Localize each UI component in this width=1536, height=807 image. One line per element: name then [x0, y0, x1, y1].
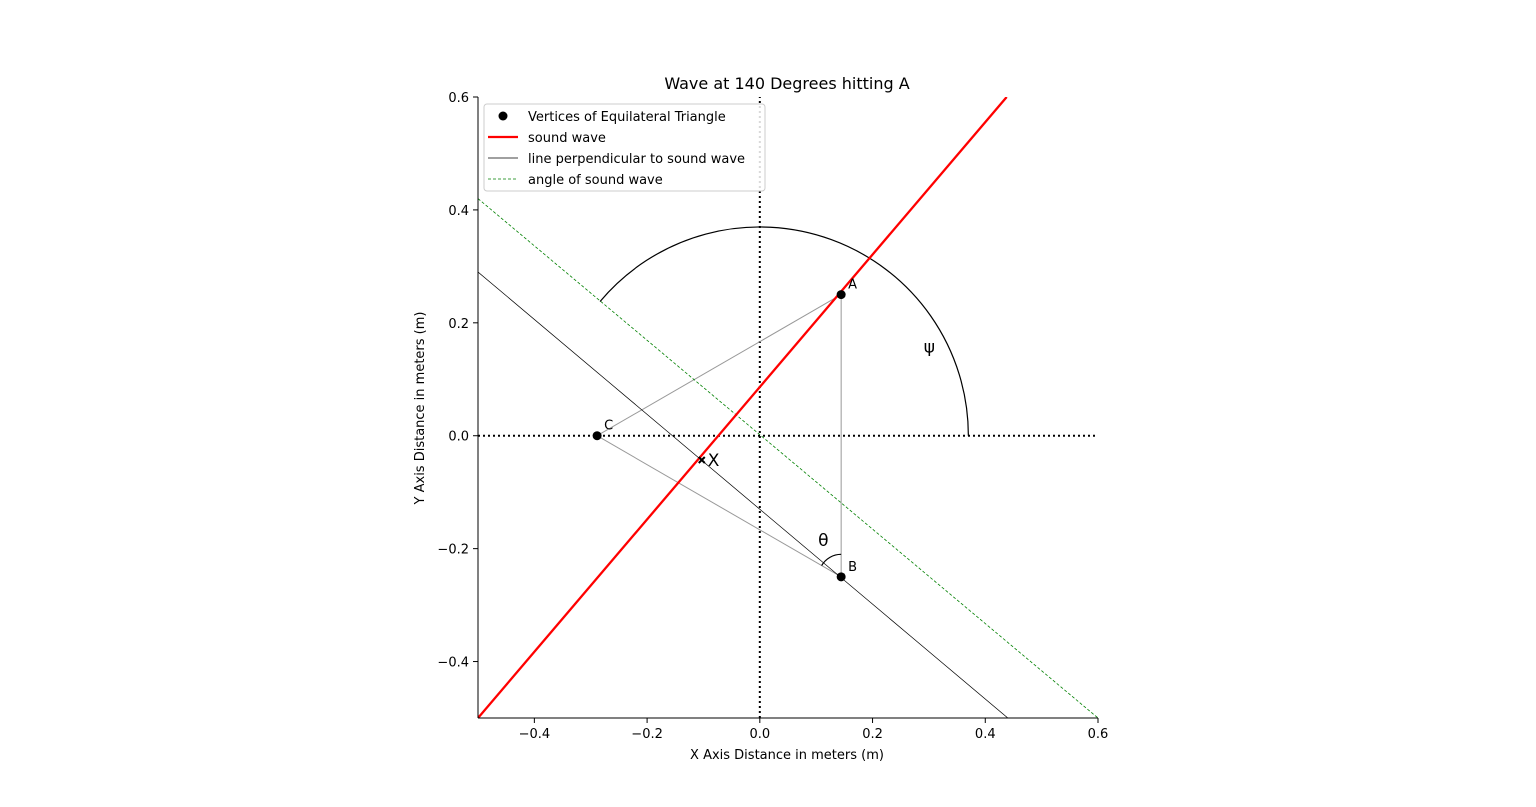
x-tick-label: −0.4 [519, 727, 551, 742]
vertex-a [836, 290, 846, 300]
legend-box [483, 103, 766, 192]
y-tick-label: 0.4 [448, 204, 469, 219]
sound-wave-line [478, 97, 1008, 718]
psi-label: ψ [924, 338, 935, 358]
intersection-label: X [708, 451, 720, 471]
legend-entry-label: Vertices of Equilateral Triangle [528, 110, 726, 125]
y-axis-label: Y Axis Distance in meters (m) [413, 312, 428, 506]
y-tick-label: −0.4 [437, 656, 469, 671]
theta-label: θ [818, 531, 828, 551]
legend-entry-label: line perpendicular to sound wave [528, 152, 745, 167]
vertex-c [592, 431, 602, 441]
angle-of-sound-wave-line [478, 198, 1098, 718]
x-tick-label: 0.4 [975, 727, 996, 742]
x-tick-label: 0.6 [1088, 727, 1109, 742]
axes-layer: −0.4 −0.2 0.0 0.2 0.4 0.6 −0.4 −0.2 0.0 0.2 0.4 0.6 [437, 91, 1108, 742]
y-tick-label: 0.6 [448, 91, 469, 106]
x-tick-label: 0.2 [862, 727, 883, 742]
triangle-edge-ac [596, 294, 842, 437]
vertex-b [836, 572, 846, 582]
legend-entry-label: sound wave [528, 131, 606, 146]
chart-title: Wave at 140 Degrees hitting A [664, 74, 909, 93]
perpendicular-line [478, 271, 1009, 718]
legend-marker-vertices [498, 111, 508, 121]
plot-clipped-group [478, 97, 1098, 718]
data-layer: A B C Xψ θ [478, 97, 1098, 718]
x-axis-label: X Axis Distance in meters (m) [690, 748, 884, 763]
legend: Vertices of Equilateral Triangle sound wa… [483, 103, 766, 192]
theta-angle-arc [821, 553, 842, 566]
psi-angle-arc [599, 226, 969, 436]
y-tick-label: −0.2 [437, 543, 469, 558]
y-tick-label: 0.2 [448, 317, 469, 332]
y-tick-label: 0.0 [448, 430, 469, 445]
vertex-label-a: A [848, 278, 857, 293]
x-tick-label: −0.2 [631, 727, 663, 742]
vertex-label-b: B [848, 560, 857, 575]
vertex-label-c: C [604, 419, 613, 434]
triangle-edge-bc [596, 435, 842, 578]
intersection-marker [698, 456, 706, 464]
legend-entry-label: angle of sound wave [528, 173, 663, 188]
x-tick-label: 0.0 [749, 727, 770, 742]
